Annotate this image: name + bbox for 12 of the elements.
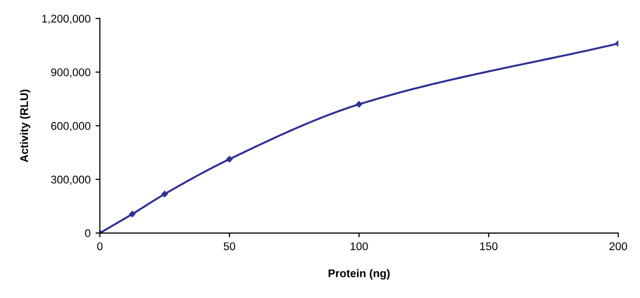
- y-tick-label: 900,000: [51, 68, 90, 78]
- y-tick-label: 1,200,000: [42, 14, 90, 24]
- x-tick-label: 150: [480, 242, 498, 250]
- x-tick-label: 200: [610, 242, 628, 250]
- x-tick-label: 50: [224, 242, 236, 250]
- y-tick-label: 300,000: [51, 176, 90, 185]
- x-tick-label: 0: [97, 242, 102, 250]
- y-tick-label: 0: [85, 229, 90, 238]
- x-tick-label: 100: [350, 242, 368, 250]
- y-axis-title: Activity (RLU): [20, 90, 30, 162]
- x-axis-title: Protein (ng): [328, 269, 390, 280]
- y-tick-label: 600,000: [51, 122, 90, 132]
